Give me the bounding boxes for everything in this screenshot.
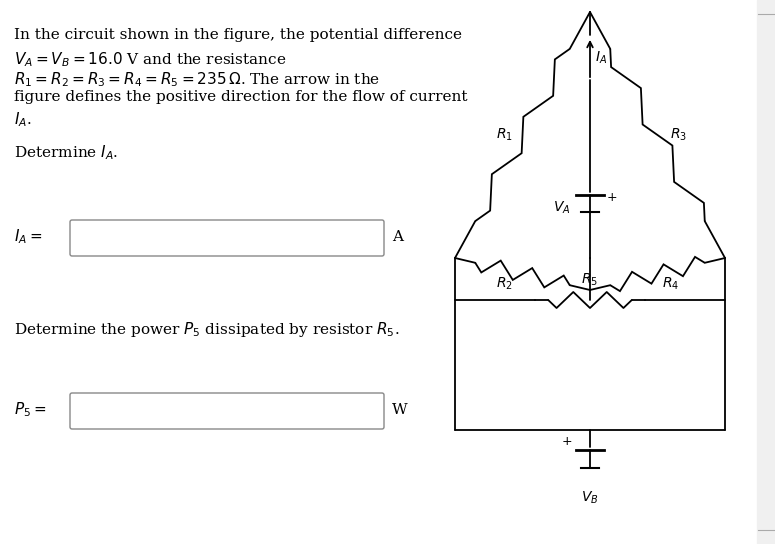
Text: +: +	[607, 191, 618, 204]
Text: $I_A =$: $I_A =$	[14, 227, 43, 246]
Text: $R_5$: $R_5$	[581, 271, 598, 288]
Text: Determine $I_A$.: Determine $I_A$.	[14, 143, 119, 162]
Text: W: W	[392, 403, 408, 417]
Text: figure defines the positive direction for the flow of current: figure defines the positive direction fo…	[14, 90, 467, 104]
Text: $R_1$: $R_1$	[495, 127, 512, 143]
Text: $V_A = V_B = 16.0$ V and the resistance: $V_A = V_B = 16.0$ V and the resistance	[14, 50, 287, 69]
Text: In the circuit shown in the figure, the potential difference: In the circuit shown in the figure, the …	[14, 28, 462, 42]
Text: $V_B$: $V_B$	[581, 490, 599, 506]
Text: Determine the power $P_5$ dissipated by resistor $R_5$.: Determine the power $P_5$ dissipated by …	[14, 320, 399, 339]
Text: $V_A$: $V_A$	[553, 200, 570, 217]
Text: $I_A$: $I_A$	[595, 50, 607, 66]
Text: $P_5 =$: $P_5 =$	[14, 400, 46, 419]
Text: $I_A$.: $I_A$.	[14, 110, 32, 129]
Text: $R_2$: $R_2$	[496, 276, 512, 292]
FancyBboxPatch shape	[70, 220, 384, 256]
Text: $R_4$: $R_4$	[663, 276, 680, 292]
Text: $R_1 = R_2 = R_3 = R_4 = R_5 = 235\,\Omega$. The arrow in the: $R_1 = R_2 = R_3 = R_4 = R_5 = 235\,\Ome…	[14, 70, 380, 89]
Text: A: A	[392, 230, 403, 244]
Text: $R_3$: $R_3$	[670, 127, 687, 143]
Bar	[757, 0, 775, 544]
Text: +: +	[561, 435, 572, 448]
FancyBboxPatch shape	[70, 393, 384, 429]
